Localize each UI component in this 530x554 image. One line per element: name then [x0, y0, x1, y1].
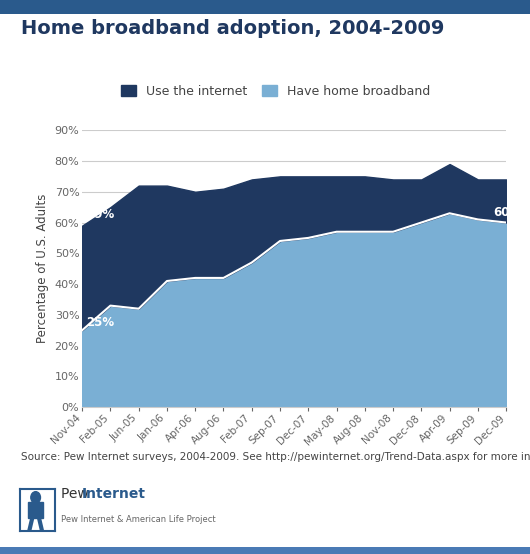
Text: 59%: 59% — [86, 208, 114, 221]
Text: 60%: 60% — [493, 207, 522, 219]
Text: Source: Pew Internet surveys, 2004-2009. See http://pewinternet.org/Trend-Data.a: Source: Pew Internet surveys, 2004-2009.… — [21, 452, 530, 461]
Text: Internet: Internet — [82, 488, 146, 501]
Text: 74%: 74% — [493, 163, 522, 176]
Text: Pew: Pew — [61, 488, 93, 501]
Circle shape — [31, 492, 40, 503]
Text: 25%: 25% — [86, 316, 114, 329]
Y-axis label: Percentage of U.S. Adults: Percentage of U.S. Adults — [36, 194, 49, 343]
Text: Home broadband adoption, 2004-2009: Home broadband adoption, 2004-2009 — [21, 19, 445, 38]
Text: Pew Internet & American Life Project: Pew Internet & American Life Project — [61, 515, 216, 524]
Bar — [28, 502, 43, 519]
Legend: Use the internet, Have home broadband: Use the internet, Have home broadband — [117, 81, 434, 101]
